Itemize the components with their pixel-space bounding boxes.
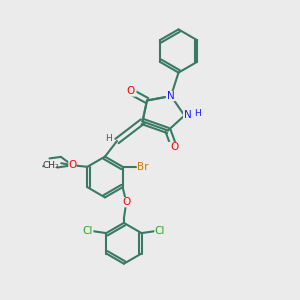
- FancyBboxPatch shape: [168, 142, 180, 152]
- Text: Br: Br: [137, 162, 149, 172]
- Text: O: O: [68, 160, 76, 170]
- FancyBboxPatch shape: [183, 110, 193, 121]
- FancyBboxPatch shape: [137, 162, 149, 172]
- FancyBboxPatch shape: [44, 160, 57, 170]
- Text: O: O: [122, 197, 130, 207]
- Text: N: N: [167, 91, 175, 101]
- FancyBboxPatch shape: [166, 91, 176, 101]
- Text: O: O: [126, 86, 135, 97]
- Text: O: O: [170, 142, 178, 152]
- Text: Cl: Cl: [83, 226, 93, 236]
- Text: H: H: [194, 110, 201, 118]
- FancyBboxPatch shape: [82, 226, 94, 236]
- FancyBboxPatch shape: [194, 109, 201, 119]
- FancyBboxPatch shape: [122, 197, 130, 207]
- FancyBboxPatch shape: [124, 86, 136, 97]
- Text: CH₂: CH₂: [42, 161, 59, 170]
- FancyBboxPatch shape: [154, 226, 165, 236]
- Text: N: N: [184, 110, 192, 121]
- Text: H: H: [105, 134, 111, 143]
- FancyBboxPatch shape: [105, 134, 111, 144]
- FancyBboxPatch shape: [68, 160, 76, 170]
- Text: Cl: Cl: [154, 226, 165, 236]
